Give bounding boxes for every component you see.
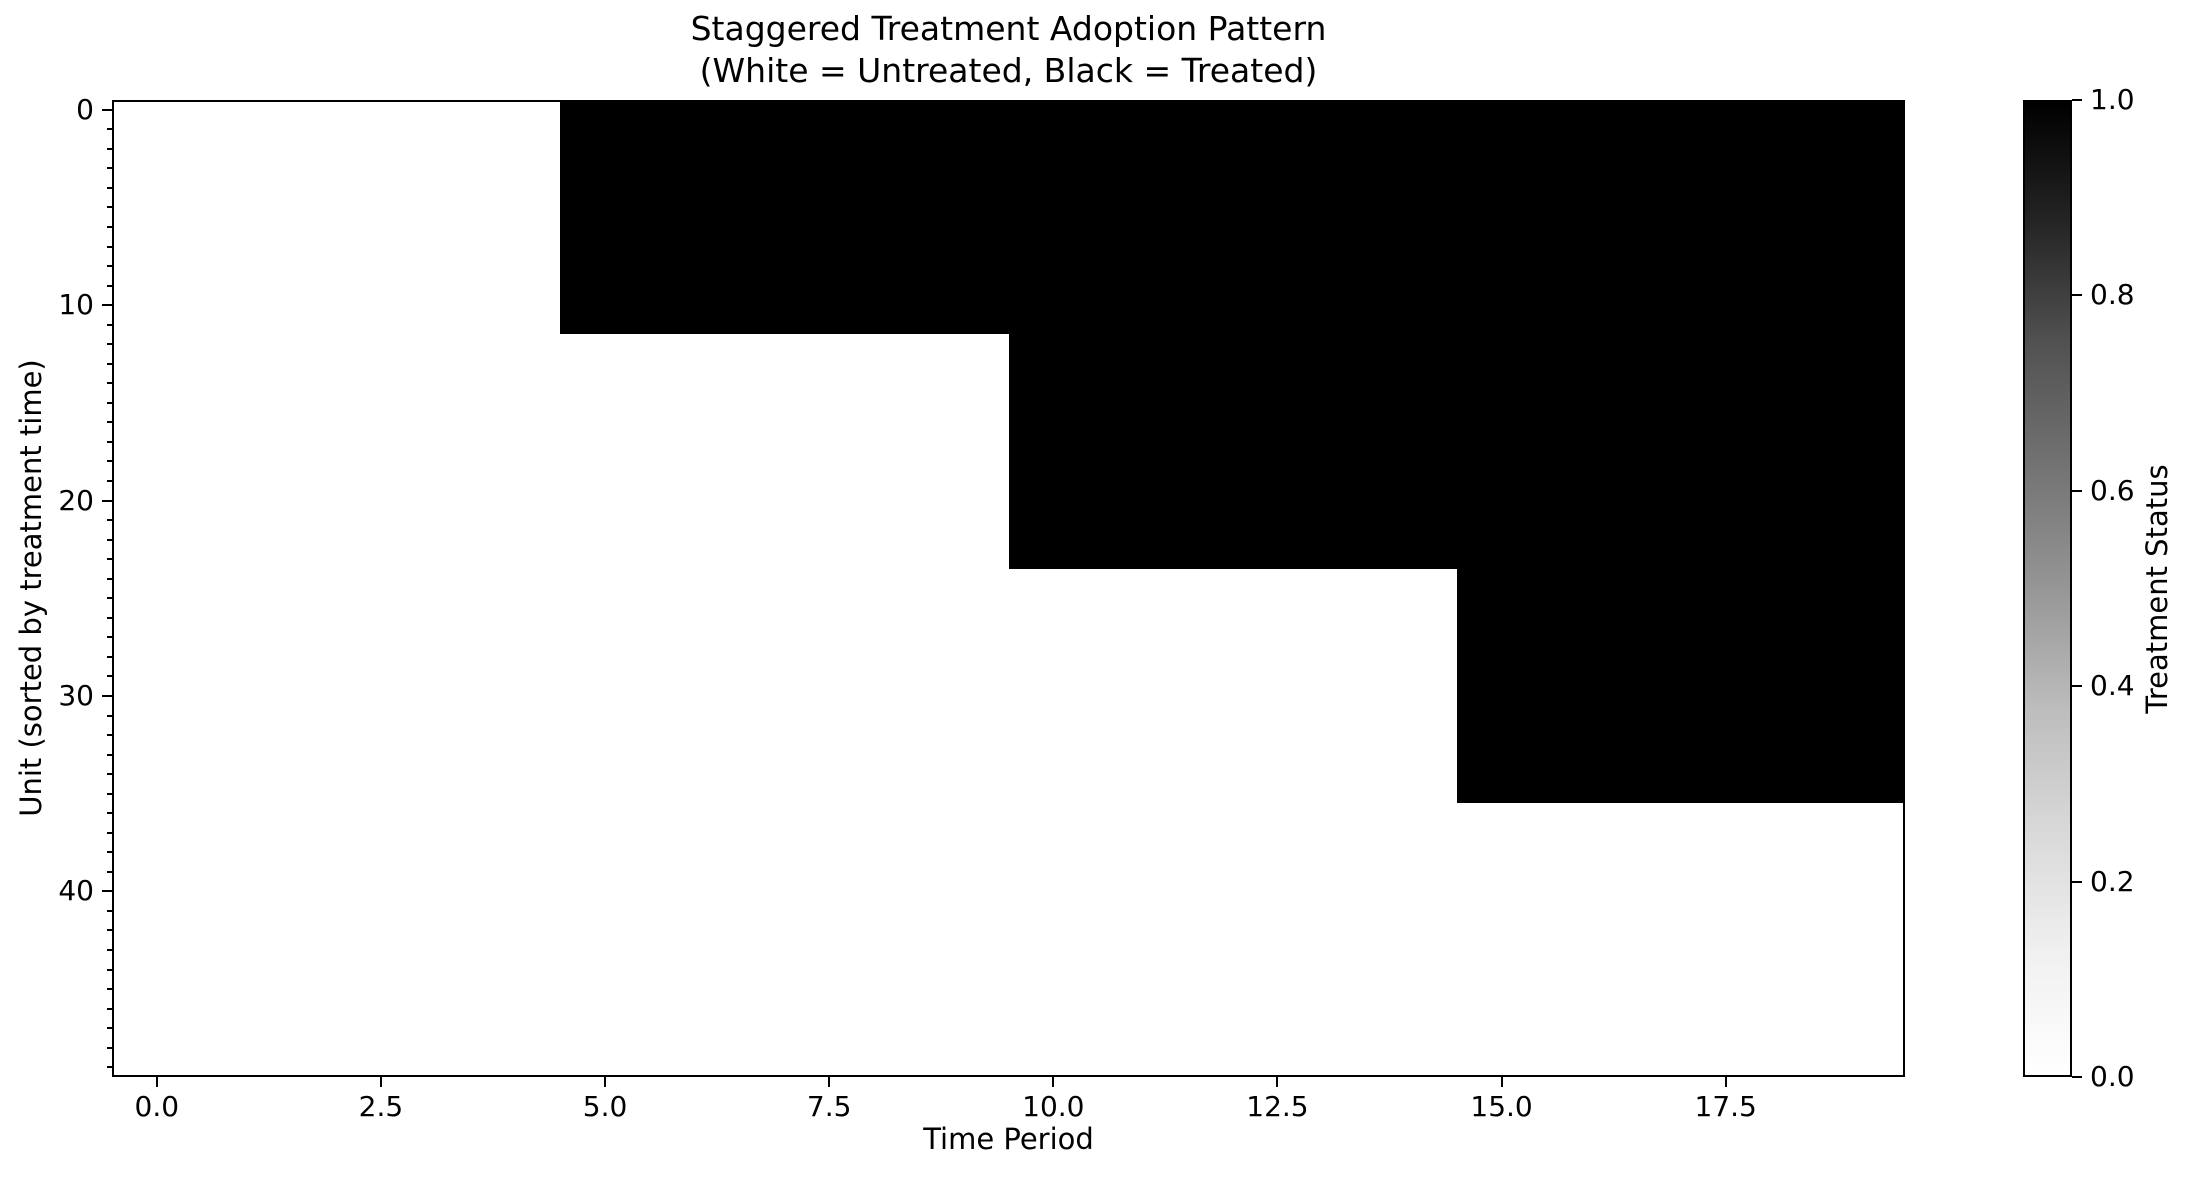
- chart-title-line2: (White = Untreated, Black = Treated): [699, 51, 1318, 90]
- y-minor-tick: [107, 167, 112, 170]
- colorbar-tick-label: 0.2: [2090, 864, 2135, 898]
- y-minor-tick: [107, 675, 112, 678]
- chart-title: Staggered Treatment Adoption Pattern (Wh…: [112, 8, 1905, 92]
- x-tick: [155, 1077, 158, 1087]
- x-tick: [1724, 1077, 1727, 1087]
- y-minor-tick: [107, 147, 112, 150]
- y-tick-label: 40: [58, 874, 94, 908]
- x-tick: [1276, 1077, 1279, 1087]
- y-minor-tick: [107, 988, 112, 991]
- y-minor-tick: [107, 245, 112, 248]
- x-tick-label: 7.5: [806, 1090, 852, 1123]
- y-minor-tick: [107, 734, 112, 737]
- y-tick: [102, 499, 112, 502]
- colorbar-tick: [2072, 685, 2082, 688]
- y-minor-tick: [107, 284, 112, 287]
- y-minor-tick: [107, 636, 112, 639]
- y-minor-tick: [107, 440, 112, 443]
- y-minor-tick: [107, 421, 112, 424]
- y-axis-label: Unit (sorted by treatment time): [14, 359, 48, 817]
- x-axis-label: Time Period: [923, 1122, 1094, 1156]
- y-minor-tick: [107, 1027, 112, 1030]
- y-minor-tick: [107, 909, 112, 912]
- colorbar-tick-label: 0.6: [2090, 473, 2135, 507]
- x-tick-label: 5.0: [582, 1090, 628, 1123]
- x-tick: [604, 1077, 607, 1087]
- x-tick-label: 17.5: [1694, 1090, 1757, 1123]
- y-tick-label: 20: [58, 483, 94, 517]
- colorbar-tick-label: 0.4: [2090, 669, 2135, 703]
- y-minor-tick: [107, 655, 112, 658]
- y-tick: [102, 108, 112, 111]
- x-tick-label: 0.0: [134, 1090, 180, 1123]
- colorbar-gradient: [2023, 100, 2072, 1077]
- y-minor-tick: [107, 870, 112, 873]
- colorbar-label: Treatment Status: [2140, 464, 2174, 714]
- y-minor-tick: [107, 480, 112, 483]
- y-minor-tick: [107, 460, 112, 463]
- colorbar-tick: [2072, 1076, 2082, 1078]
- y-minor-tick: [107, 1046, 112, 1049]
- y-minor-tick: [107, 577, 112, 580]
- y-minor-tick: [107, 519, 112, 522]
- y-tick-label: 10: [58, 288, 94, 322]
- y-minor-tick: [107, 265, 112, 268]
- y-minor-tick: [107, 597, 112, 600]
- x-tick-label: 2.5: [358, 1090, 404, 1123]
- x-tick: [1052, 1077, 1055, 1087]
- colorbar-tick: [2072, 880, 2082, 883]
- y-minor-tick: [107, 792, 112, 795]
- x-tick-label: 12.5: [1246, 1090, 1309, 1123]
- y-minor-tick: [107, 812, 112, 815]
- y-minor-tick: [107, 1066, 112, 1069]
- colorbar-tick: [2072, 99, 2082, 101]
- colorbar-tick-label: 1.0: [2090, 83, 2135, 116]
- x-tick-label: 10.0: [1022, 1090, 1085, 1123]
- y-minor-tick: [107, 128, 112, 131]
- y-tick-label: 0: [76, 92, 94, 126]
- heatmap-plot-area: [112, 100, 1905, 1077]
- y-minor-tick: [107, 401, 112, 404]
- y-tick: [102, 694, 112, 697]
- y-minor-tick: [107, 323, 112, 326]
- x-tick: [828, 1077, 831, 1087]
- colorbar-tick-label: 0.0: [2090, 1060, 2135, 1093]
- treated-region-cohort-2: [1008, 334, 1905, 569]
- y-minor-tick: [107, 968, 112, 971]
- colorbar-tick-label: 0.8: [2090, 278, 2135, 312]
- y-minor-tick: [107, 714, 112, 717]
- y-tick: [102, 890, 112, 893]
- y-minor-tick: [107, 558, 112, 561]
- y-tick-label: 30: [58, 678, 94, 712]
- y-minor-tick: [107, 382, 112, 385]
- y-minor-tick: [107, 929, 112, 932]
- y-minor-tick: [107, 538, 112, 541]
- treated-region-cohort-3: [1456, 568, 1905, 804]
- y-minor-tick: [107, 343, 112, 346]
- y-minor-tick: [107, 1007, 112, 1010]
- colorbar-tick: [2072, 294, 2082, 297]
- colorbar-tick: [2072, 489, 2082, 492]
- x-tick: [1500, 1077, 1503, 1087]
- y-minor-tick: [107, 226, 112, 228]
- y-minor-tick: [107, 773, 112, 776]
- y-minor-tick: [107, 616, 112, 619]
- y-minor-tick: [107, 851, 112, 854]
- y-minor-tick: [107, 831, 112, 834]
- x-tick-label: 15.0: [1470, 1090, 1533, 1123]
- treated-region-cohort-1: [560, 100, 1905, 335]
- y-minor-tick: [107, 186, 112, 189]
- y-minor-tick: [107, 362, 112, 365]
- y-tick: [102, 304, 112, 307]
- y-minor-tick: [107, 948, 112, 951]
- y-minor-tick: [107, 206, 112, 209]
- x-tick: [379, 1077, 382, 1087]
- chart-title-line1: Staggered Treatment Adoption Pattern: [690, 9, 1327, 48]
- y-minor-tick: [107, 753, 112, 756]
